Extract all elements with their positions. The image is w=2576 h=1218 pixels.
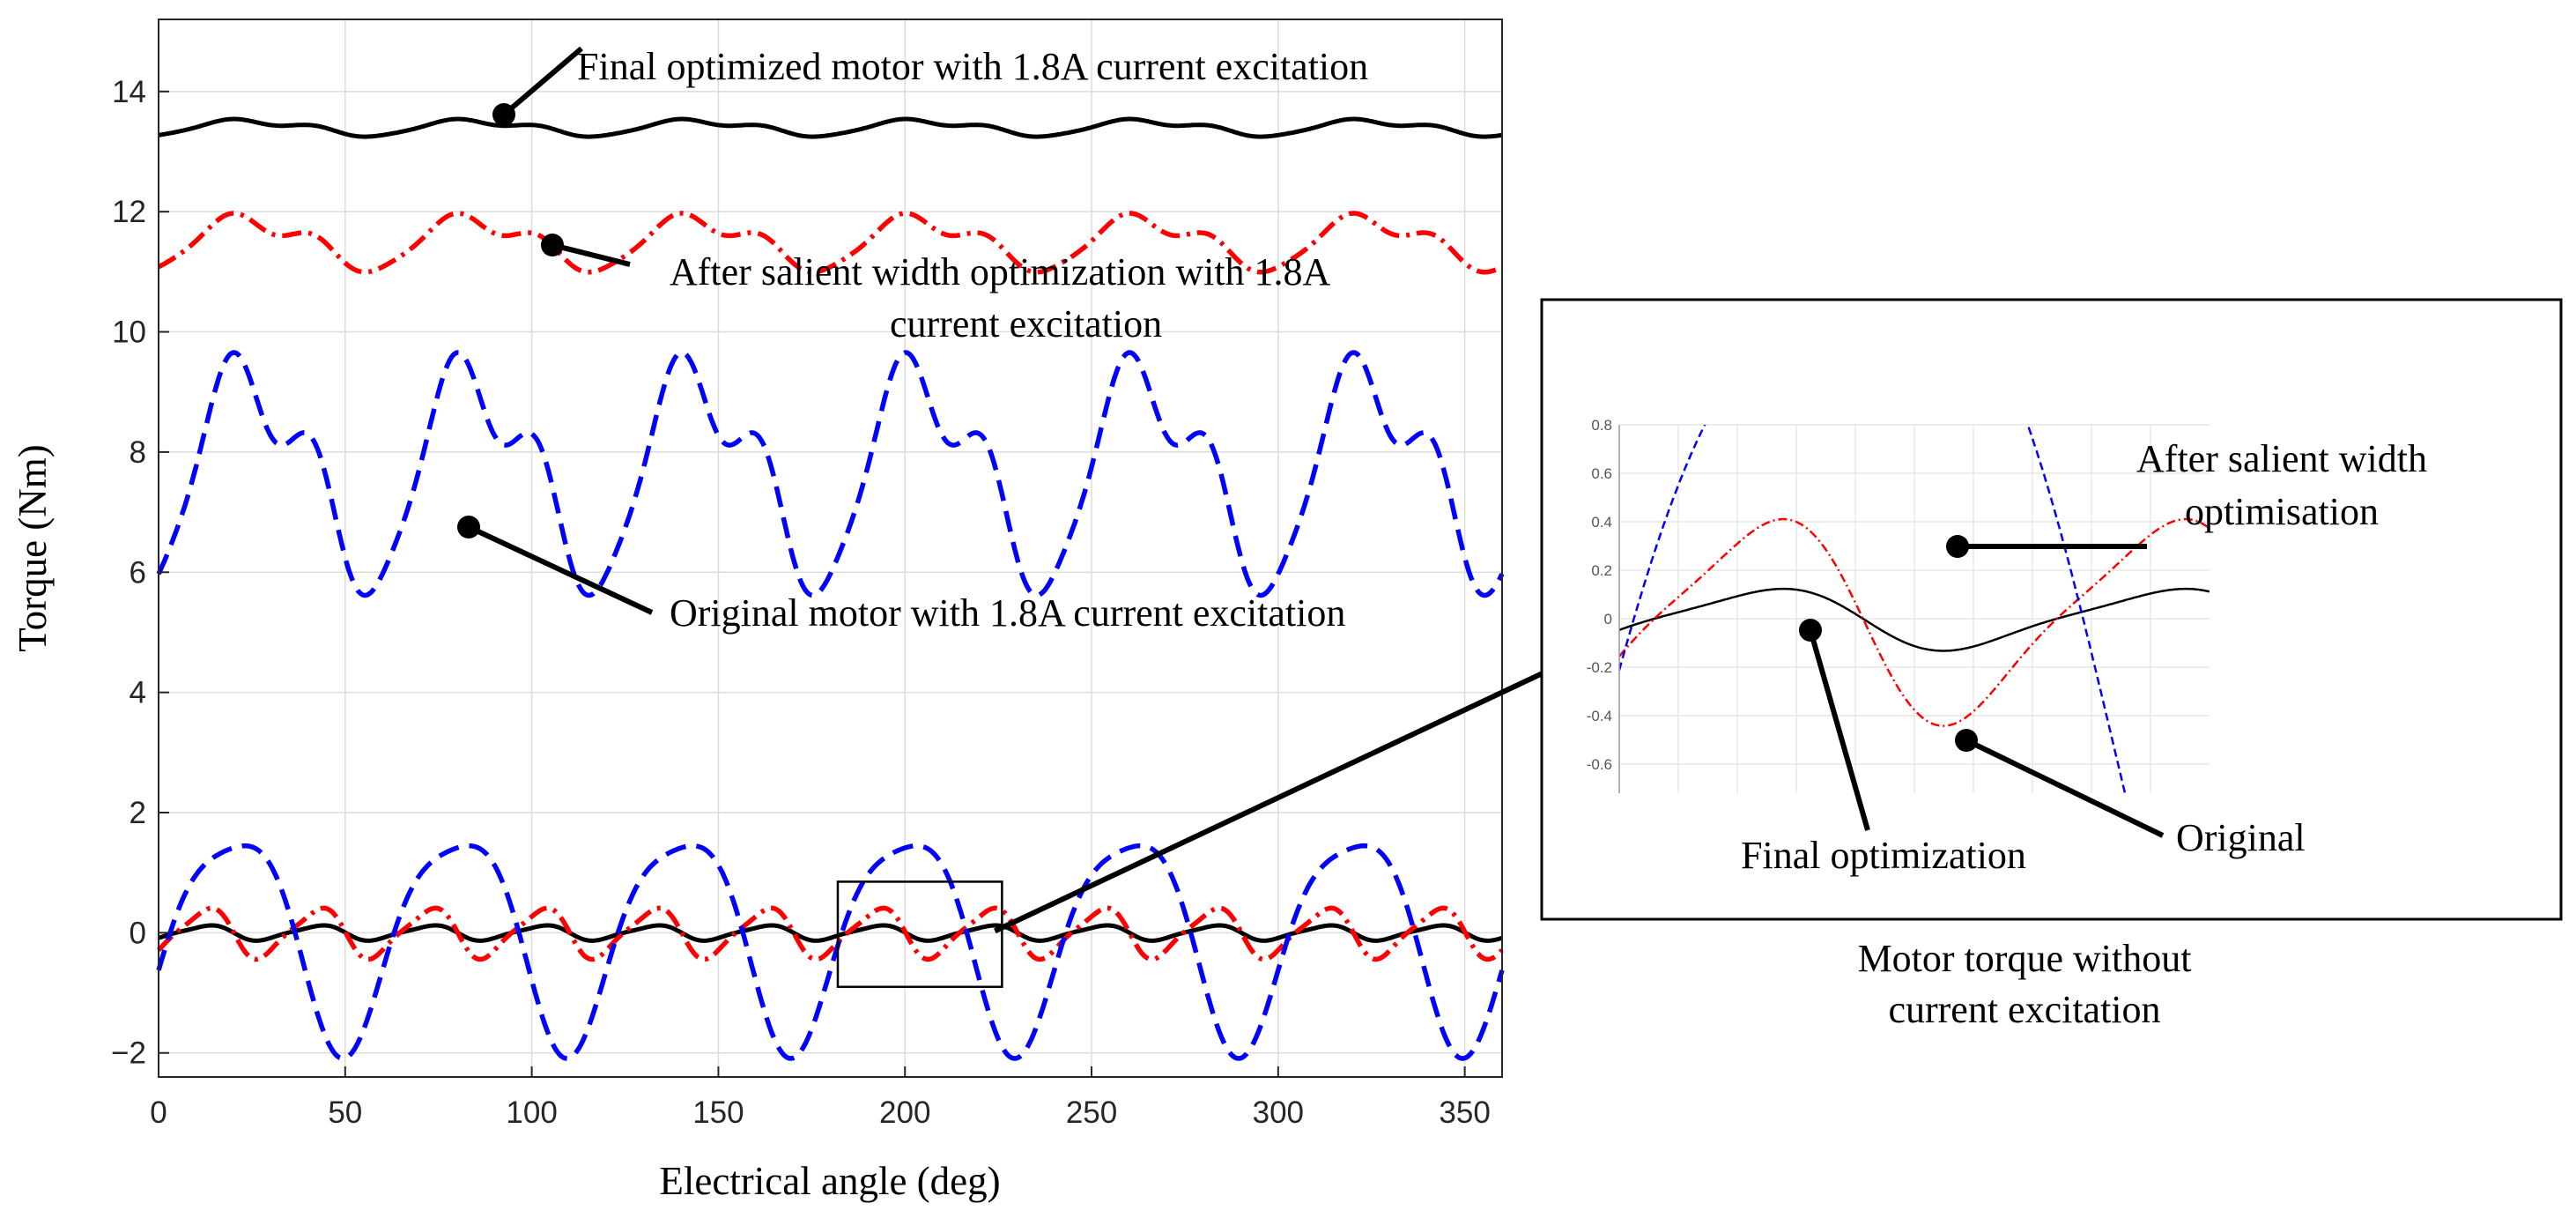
x-ticks: 0 50 100 150 200 250 300 350 [150,1066,1491,1130]
series-line [157,211,1504,275]
y-tick-label: 14 [112,75,146,109]
inset-caption-line1: Motor torque without [1858,937,2192,980]
series-layer [156,116,1505,1061]
x-tick-label: 0 [150,1095,167,1130]
inset-salient-label-line2: optimisation [2185,490,2379,533]
y-tick-label: 8 [130,435,146,470]
inset-final-marker [1799,619,1822,642]
salient-width-marker [541,234,564,256]
y-tick-label: 4 [130,676,146,710]
y-tick-label: 12 [112,195,146,229]
x-tick-label: 50 [328,1095,362,1130]
inset-original-pointer [1965,738,2165,838]
inset-salient-marker [1946,535,1969,558]
main-annotations: Final optimized motor with 1.8A current … [457,45,1368,635]
inset-salient-label-line1: After salient width [2136,437,2427,480]
salient-width-pointer [551,242,631,267]
inset-y-tick-label: 0.2 [1591,562,1612,579]
inset-frame [1540,298,2563,921]
axes-frame [158,19,1503,1078]
original-label: Original motor with 1.8A current excitat… [670,591,1345,635]
series-line [156,843,1505,1061]
inset-final-pointer [1808,629,1870,831]
inset-y-tick-label: 0.6 [1591,465,1612,482]
inset-original-marker [1955,729,1978,752]
inset-y-tick-label: -0.4 [1587,708,1612,724]
zoom-connector-line [994,669,1548,934]
inset-original-label: Original [2176,816,2306,859]
x-tick-label: 200 [879,1095,930,1130]
salient-width-label-line2: current excitation [890,302,1162,345]
final-optimized-pointer [502,46,583,117]
x-tick-label: 350 [1439,1095,1490,1130]
series-line [158,116,1503,139]
y-tick-label: 0 [130,916,146,950]
final-optimized-marker [492,103,515,126]
original-marker [457,516,480,538]
y-tick-label: 10 [112,316,146,350]
series-line [156,350,1505,598]
x-tick-label: 250 [1066,1095,1117,1130]
inset-y-tick-label: -0.6 [1587,756,1612,773]
inset-series-line [1619,587,2210,652]
inset-series-line [1619,517,2210,727]
final-optimized-label: Final optimized motor with 1.8A current … [577,45,1368,88]
inset-y-tick-label: 0 [1604,611,1612,628]
series-line [158,923,1503,943]
y-tick-label: −2 [111,1036,146,1071]
inset-y-ticks: 0.8 0.6 0.4 0.2 0 -0.2 -0.4 -0.6 [1587,417,1612,773]
inset-panel: 0.8 0.6 0.4 0.2 0 -0.2 -0.4 -0.6 After salient … [1540,298,2563,921]
y-ticks: −2 0 2 4 6 8 10 12 14 [111,75,169,1071]
series-line [156,905,1504,962]
zoom-box [836,880,1003,988]
original-pointer [467,524,654,615]
inset-final-label: Final optimization [1741,834,2026,877]
y-tick-label: 6 [130,555,146,590]
inset-y-tick-label: 0.8 [1591,417,1612,434]
inset-y-tick-label: -0.2 [1587,659,1612,676]
x-axis-label: Electrical angle (deg) [659,1159,1000,1203]
inset-gridlines [1619,424,2210,793]
salient-width-label-line1: After salient width optimization with 1.… [670,250,1331,293]
y-axis-label: Torque (Nm) [11,444,55,652]
inset-caption-line2: current excitation [1888,988,2160,1031]
inset-y-tick-label: 0.4 [1591,514,1612,531]
inset-series-layer [1619,425,2210,793]
plot-area [159,19,1502,1077]
x-tick-label: 100 [506,1095,557,1130]
x-tick-label: 300 [1253,1095,1304,1130]
x-tick-label: 150 [692,1095,744,1130]
y-tick-label: 2 [130,796,146,830]
